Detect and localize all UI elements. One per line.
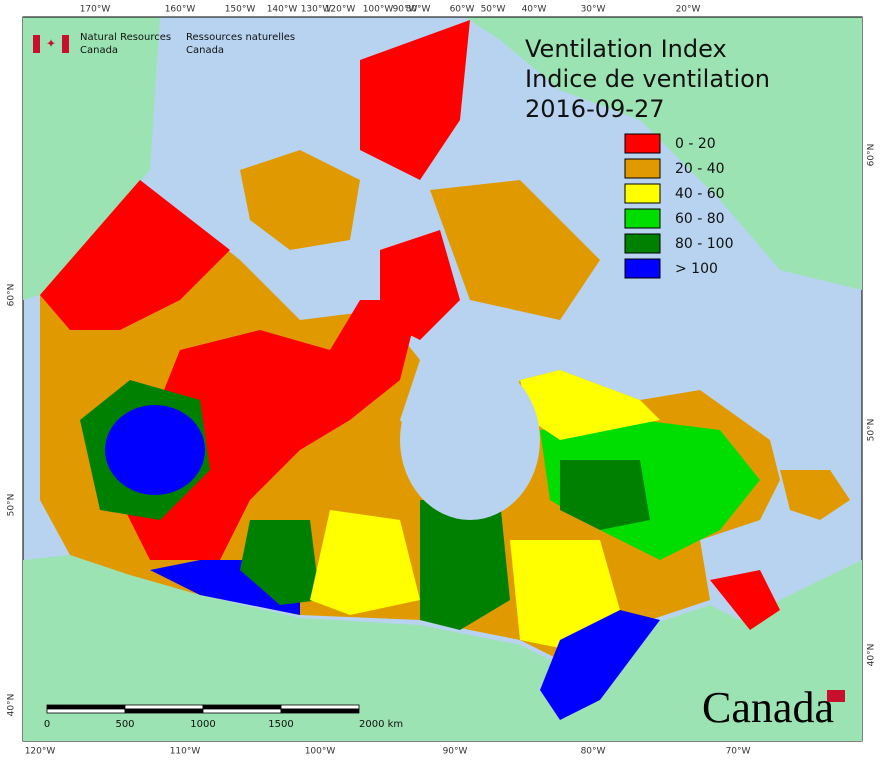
legend-swatch	[624, 158, 661, 179]
longitude-label: 170°W	[80, 5, 111, 15]
latitude-label: 50°N	[867, 419, 877, 442]
longitude-label: 110°W	[170, 747, 201, 757]
scale-label: 0	[44, 719, 50, 730]
latitude-label: 50°N	[7, 494, 17, 517]
agency-fr: Ressources naturelles	[186, 32, 295, 43]
quebec-darkgreen	[560, 460, 650, 530]
legend: 0 - 20 20 - 40 40 - 60 60 - 80 80 - 100 > 100	[624, 133, 734, 279]
longitude-label: 30°W	[581, 5, 606, 15]
date: 2016-09-27	[525, 95, 664, 123]
wordmark-flag	[827, 690, 845, 702]
longitude-label: 80°W	[406, 5, 431, 15]
longitude-label: 150°W	[225, 5, 256, 15]
longitude-label: 100°W	[363, 5, 394, 15]
alaska	[23, 17, 160, 300]
greenland	[465, 17, 862, 290]
ontario-green	[420, 500, 510, 630]
latitude-label: 40°N	[7, 694, 17, 717]
legend-swatch	[624, 258, 661, 279]
longitude-label: 160°W	[165, 5, 196, 15]
scale-segment	[280, 704, 360, 710]
latitude-label: 60°N	[867, 144, 877, 167]
prairie-green	[240, 520, 320, 605]
central-zone	[120, 300, 420, 560]
flag-band	[33, 35, 40, 53]
hudson-bay	[400, 360, 540, 520]
longitude-label: 60°W	[450, 5, 475, 15]
longitude-label: 100°W	[305, 747, 336, 757]
labrador-yellow	[520, 370, 660, 440]
longitude-label: 120°W	[25, 747, 56, 757]
southern-ontario-blue	[540, 610, 660, 720]
agency-fr: Canada	[186, 45, 224, 56]
flag-band	[62, 35, 69, 53]
longitude-label: 120°W	[325, 5, 356, 15]
scale-segment	[46, 704, 126, 710]
agency-en: Natural Resources	[80, 32, 171, 43]
legend-label: 60 - 80	[675, 211, 725, 227]
bc-blue	[105, 405, 205, 495]
ontario-yellow	[510, 540, 620, 650]
legend-label: 0 - 20	[675, 136, 716, 152]
scale-segment	[124, 708, 204, 714]
scale-segment	[280, 708, 360, 714]
legend-swatch	[624, 133, 661, 154]
newfoundland	[780, 470, 850, 520]
baffin-red	[380, 230, 460, 340]
title: Indice de ventilation	[525, 65, 770, 93]
arctic-islands-west	[240, 150, 360, 250]
longitude-label: 80°W	[581, 747, 606, 757]
scale-segment	[202, 704, 282, 710]
longitude-label: 90°W	[393, 5, 418, 15]
legend-swatch	[624, 233, 661, 254]
scale-label: 1500	[268, 719, 293, 730]
scale-bar: 0 500 1000 1500 2000 km	[44, 704, 403, 730]
agency-signature: ✦ Natural Resources Canada Ressources na…	[33, 32, 295, 56]
scale-segment	[202, 708, 282, 714]
longitude-label: 40°W	[522, 5, 547, 15]
legend-swatch	[624, 183, 661, 204]
longitude-label: 140°W	[267, 5, 298, 15]
legend-label: 20 - 40	[675, 161, 725, 177]
maritimes-red	[710, 570, 780, 630]
legend-label: > 100	[675, 261, 718, 277]
agency-en: Canada	[80, 45, 118, 56]
ellesmere-island	[360, 20, 470, 180]
scale-label: 2000 km	[359, 719, 403, 730]
flag-leaf: ✦	[46, 37, 56, 51]
map	[22, 16, 863, 742]
longitude-label: 90°W	[443, 747, 468, 757]
wordmark: Canada	[702, 683, 834, 732]
baffin-island	[430, 180, 600, 320]
scale-label: 500	[115, 719, 134, 730]
legend-swatch	[624, 208, 661, 229]
longitude-label: 130°W	[301, 5, 332, 15]
legend-label: 40 - 60	[675, 186, 725, 202]
yukon-zone	[40, 180, 230, 330]
longitude-label: 50°W	[481, 5, 506, 15]
latitude-label: 60°N	[7, 284, 17, 307]
scale-segment	[46, 708, 126, 714]
prairie-yellow	[310, 510, 420, 615]
united-states	[23, 555, 862, 741]
legend-label: 80 - 100	[675, 236, 734, 252]
longitude-label: 20°W	[676, 5, 701, 15]
latitude-label: 40°N	[867, 644, 877, 667]
title: Ventilation Index	[525, 35, 727, 63]
scale-segment	[124, 704, 204, 710]
scale-label: 1000	[190, 719, 215, 730]
longitude-label: 70°W	[726, 747, 751, 757]
